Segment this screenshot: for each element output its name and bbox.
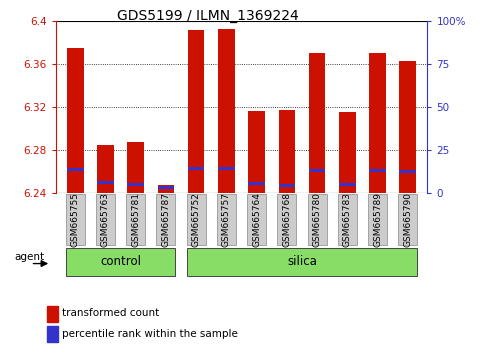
Bar [67, 168, 84, 171]
Text: GSM665763: GSM665763 [101, 192, 110, 247]
Bar [399, 61, 416, 193]
Bar [369, 53, 386, 193]
Bar [218, 167, 235, 170]
Bar [279, 184, 295, 187]
Text: GSM665781: GSM665781 [131, 192, 140, 247]
FancyBboxPatch shape [66, 194, 85, 245]
Text: silica: silica [287, 255, 317, 268]
FancyBboxPatch shape [156, 194, 175, 245]
Text: GSM665764: GSM665764 [252, 192, 261, 247]
FancyBboxPatch shape [66, 248, 175, 276]
Text: GSM665768: GSM665768 [283, 192, 291, 247]
Bar [248, 112, 265, 193]
Bar [218, 29, 235, 193]
Text: GSM665787: GSM665787 [161, 192, 170, 247]
FancyBboxPatch shape [96, 194, 115, 245]
Bar [128, 183, 144, 186]
Bar [97, 145, 114, 193]
Text: GDS5199 / ILMN_1369224: GDS5199 / ILMN_1369224 [117, 9, 298, 23]
FancyBboxPatch shape [186, 194, 206, 245]
FancyBboxPatch shape [217, 194, 236, 245]
Bar [339, 113, 355, 193]
Bar [97, 181, 114, 183]
Text: GSM665783: GSM665783 [343, 192, 352, 247]
Bar [188, 167, 204, 170]
Text: transformed count: transformed count [62, 308, 159, 318]
Bar [399, 170, 416, 173]
Bar [279, 110, 295, 193]
FancyBboxPatch shape [247, 194, 266, 245]
Text: GSM665790: GSM665790 [403, 192, 412, 247]
FancyBboxPatch shape [308, 194, 327, 245]
Bar [47, 306, 58, 321]
Bar [188, 30, 204, 193]
Bar [309, 169, 326, 172]
Text: GSM665789: GSM665789 [373, 192, 382, 247]
Text: GSM665780: GSM665780 [313, 192, 322, 247]
Text: GSM665757: GSM665757 [222, 192, 231, 247]
Text: GSM665755: GSM665755 [71, 192, 80, 247]
Text: GSM665752: GSM665752 [192, 192, 200, 247]
Bar [369, 169, 386, 172]
Bar [157, 185, 174, 193]
Text: control: control [100, 255, 141, 268]
FancyBboxPatch shape [338, 194, 357, 245]
Bar [128, 143, 144, 193]
Bar [47, 326, 58, 342]
FancyBboxPatch shape [368, 194, 387, 245]
Text: percentile rank within the sample: percentile rank within the sample [62, 329, 238, 339]
Text: agent: agent [14, 252, 44, 262]
Bar [157, 186, 174, 189]
FancyBboxPatch shape [398, 194, 417, 245]
Bar [339, 183, 355, 186]
FancyBboxPatch shape [186, 248, 417, 276]
Bar [309, 53, 326, 193]
FancyBboxPatch shape [126, 194, 145, 245]
FancyBboxPatch shape [277, 194, 297, 245]
Bar [67, 48, 84, 193]
Bar [248, 182, 265, 185]
